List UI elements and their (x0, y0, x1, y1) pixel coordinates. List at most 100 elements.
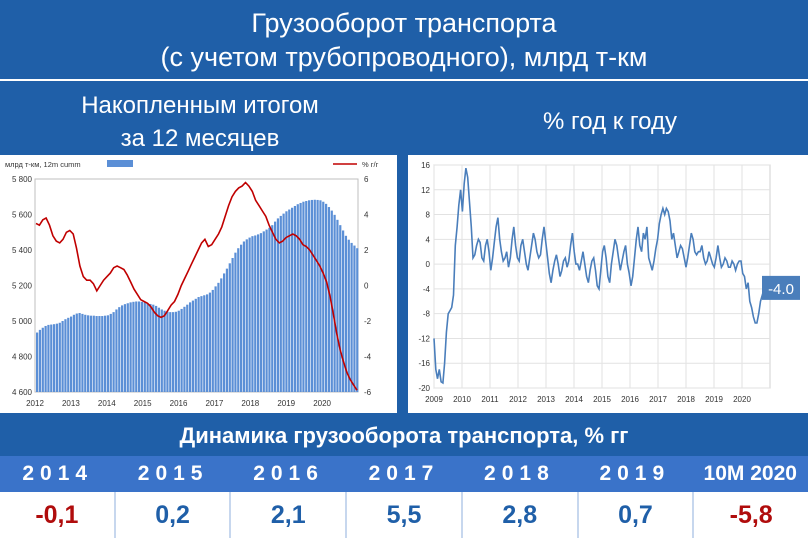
year-10m-2020: 10M 2020 (703, 462, 797, 485)
bar (347, 239, 350, 392)
left-axis-tick-label: 5 200 (12, 282, 33, 291)
bar (112, 312, 115, 392)
bar (208, 292, 212, 392)
bar (206, 294, 209, 392)
bar (121, 305, 124, 392)
x-axis-tick-label: 2019 (705, 395, 723, 404)
bar (177, 310, 180, 392)
x-axis-tick-label: 2014 (565, 395, 583, 404)
bar (313, 199, 316, 392)
bar (353, 245, 356, 392)
x-axis-tick-label: 2014 (98, 399, 116, 408)
x-axis-tick-label: 2013 (537, 395, 555, 404)
left-axis-tick-label: 4 600 (12, 388, 33, 397)
yoy-line (35, 181, 358, 391)
bar (98, 316, 101, 392)
y-axis-tick-label: -16 (418, 359, 430, 368)
bar (101, 316, 104, 392)
y-axis-tick-label: -12 (418, 334, 430, 343)
y-axis-tick-label: -8 (423, 310, 431, 319)
bar (291, 207, 294, 392)
bar (339, 225, 342, 392)
bar (53, 324, 56, 392)
right-axis-tick-label: -6 (364, 388, 372, 397)
bar (296, 204, 299, 392)
left-subtitle: Накопленным итогом за 12 месяцев (40, 89, 360, 155)
bar (211, 289, 214, 392)
bar (189, 302, 192, 392)
right-axis-tick-label: 2 (364, 246, 369, 255)
x-axis-tick-label: 2017 (206, 399, 224, 408)
bar (217, 282, 220, 392)
y-axis-tick-label: -20 (418, 384, 430, 393)
bar (327, 207, 331, 392)
bar (126, 303, 129, 392)
legend-bar-label: млрд т-км, 12m cumm (5, 160, 81, 169)
x-axis-tick-label: 2016 (621, 395, 639, 404)
bar (44, 325, 47, 392)
bar (259, 233, 263, 392)
left-axis-tick-label: 4 800 (12, 353, 33, 362)
bar (87, 315, 90, 392)
bar (200, 296, 203, 392)
bar (310, 199, 314, 392)
right-axis-tick-label: 4 (364, 211, 369, 220)
y-axis-tick-label: 4 (426, 235, 431, 244)
bar (106, 315, 110, 392)
bar (123, 304, 127, 392)
bar (81, 313, 84, 392)
bar (268, 227, 271, 392)
x-axis-tick-label: 2010 (453, 395, 471, 404)
bar (183, 306, 186, 392)
bar (234, 252, 237, 392)
bar (336, 219, 339, 392)
title-band: Грузооборот транспорта (с учетом трубопр… (0, 0, 808, 78)
bar (160, 309, 163, 392)
y-axis-tick-label: 16 (421, 161, 430, 170)
bar (166, 311, 169, 392)
bar (220, 278, 223, 392)
bar (308, 200, 311, 392)
bar (155, 305, 158, 392)
bar (38, 329, 42, 392)
bar (115, 309, 118, 392)
bar (129, 302, 132, 392)
bar (325, 203, 328, 392)
bar (135, 301, 138, 392)
x-axis-tick-label: 2020 (733, 395, 751, 404)
bar (140, 301, 144, 392)
bar (174, 311, 178, 392)
x-axis-tick-label: 2020 (313, 399, 331, 408)
cumulative-chart-panel: 4 600 4 800 5 000 5 200 5 400 5 600 5 800 -6 -4 -… (0, 155, 397, 413)
bar (132, 301, 135, 392)
x-axis-tick-label: 2013 (62, 399, 80, 408)
x-axis-tick-label: 2015 (593, 395, 611, 404)
y-axis-tick-label: 8 (426, 211, 431, 220)
bar (257, 234, 260, 392)
year-2016: 2016 (253, 462, 324, 485)
bar (172, 312, 175, 392)
right-axis-tick-label: -2 (364, 317, 372, 326)
bar (180, 308, 183, 392)
bar (271, 225, 274, 392)
bar (223, 273, 226, 392)
dynamics-values-row: -0,1 0,2 2,1 5,5 2,8 0,7 -5,8 (0, 492, 808, 538)
x-axis-tick-label: 2018 (241, 399, 259, 408)
bar (75, 313, 78, 392)
left-axis-tick-label: 5 000 (12, 317, 33, 326)
bar (47, 324, 50, 392)
bar (231, 257, 234, 392)
bar (276, 218, 280, 392)
bar (228, 263, 231, 392)
bar (245, 239, 248, 392)
cumulative-chart: 4 600 4 800 5 000 5 200 5 400 5 600 5 800 -6 -4 -… (5, 160, 379, 408)
value-2019: 0,7 (578, 492, 695, 538)
y-axis-tick-label: -4 (423, 285, 431, 294)
bar (203, 295, 206, 392)
bar (104, 315, 107, 392)
x-axis-tick-label: 2009 (425, 395, 443, 404)
dynamics-title: Динамика грузооборота транспорта, % гг (179, 423, 629, 448)
bar (282, 213, 285, 392)
last-value-callout (762, 275, 800, 300)
